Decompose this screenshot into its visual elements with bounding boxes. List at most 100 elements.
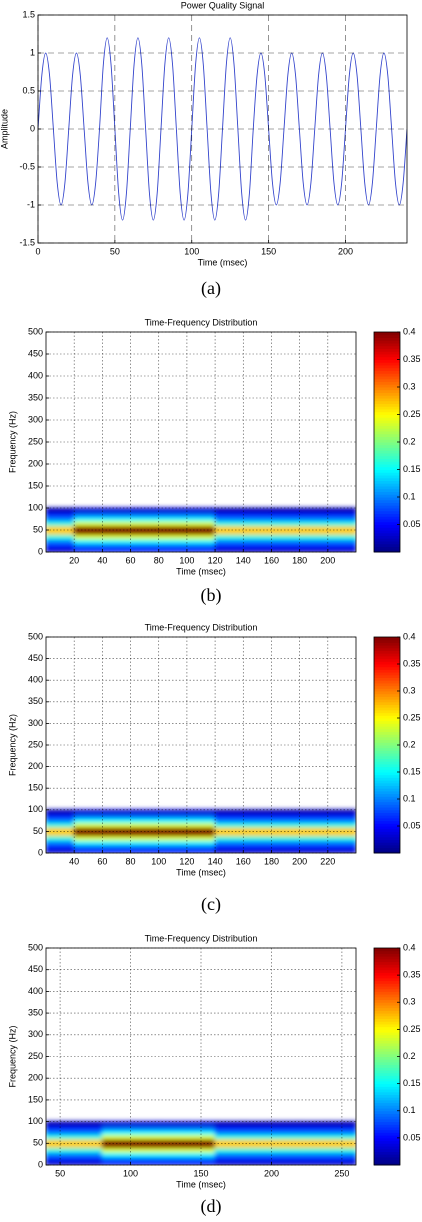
heat-cell (73, 1160, 103, 1165)
chart-title: Time-Frequency Distribution (145, 933, 258, 943)
heat-cell (299, 520, 329, 527)
heat-cell (101, 848, 132, 853)
heat-cell (327, 525, 356, 531)
y-tick-label: 350 (28, 696, 43, 706)
heat-cell (327, 542, 356, 549)
colorbar-stripe (374, 527, 400, 531)
heat-cell (130, 520, 160, 527)
colorbar-stripe (374, 1159, 400, 1163)
heat-cell (299, 525, 329, 531)
colorbar-stripe (374, 494, 400, 498)
colorbar-tick-label: 0.3 (403, 997, 416, 1007)
heat-cell (73, 1142, 103, 1149)
y-tick-label: 450 (28, 348, 43, 358)
heat-cell (270, 835, 301, 841)
heat-cell (130, 817, 160, 824)
heat-cell (242, 1151, 272, 1157)
colorbar-stripe (374, 389, 400, 393)
heat-cell (130, 843, 160, 850)
heat-cell (299, 533, 329, 540)
heat-cell (214, 520, 244, 527)
colorbar-tick-label: 0.05 (403, 1132, 421, 1142)
y-tick-label: 50 (33, 524, 43, 534)
heat-cell (101, 826, 132, 832)
heat-cell (158, 1160, 188, 1165)
heat-cell (158, 826, 188, 832)
colorbar-stripe (374, 519, 400, 523)
colorbar-stripe (374, 790, 400, 795)
heat-cell (186, 529, 216, 535)
colorbar-stripe (374, 1113, 400, 1117)
heat-cell (73, 843, 103, 850)
x-tick-label: 200 (292, 856, 307, 866)
heat-cell (299, 1160, 329, 1165)
y-tick-label: 100 (28, 1116, 43, 1126)
heat-cell (186, 507, 216, 513)
heat-cell (299, 813, 329, 819)
heatmap (46, 809, 356, 853)
colorbar-stripe (374, 411, 400, 415)
heat-cell (242, 843, 272, 850)
heat-cell (186, 538, 216, 544)
y-tick-label: 350 (28, 1007, 43, 1017)
heat-cell (73, 817, 103, 824)
heat-cell (46, 1134, 75, 1140)
heat-cell (270, 843, 301, 850)
heat-cell (242, 1129, 272, 1136)
heat-cell (101, 1129, 132, 1136)
colorbar-stripe (374, 477, 400, 481)
heat-cell (158, 533, 188, 540)
heat-cell (186, 835, 216, 841)
colorbar-stripe (374, 709, 400, 714)
heat-cell (101, 507, 132, 513)
colorbar-stripe (374, 541, 400, 545)
heat-cell (101, 1138, 132, 1144)
x-axis-label: Time (msec) (176, 566, 226, 576)
colorbar-stripe (374, 817, 400, 822)
y-tick-label: 100 (28, 804, 43, 814)
colorbar-stripe (374, 450, 400, 454)
colorbar-stripe (374, 758, 400, 762)
heat-cell (158, 507, 188, 513)
heat-cell (270, 529, 301, 535)
heat-cell (242, 809, 272, 815)
colorbar-stripe (374, 530, 400, 534)
colorbar-stripe (374, 777, 400, 781)
colorbar-stripe (374, 373, 400, 377)
colorbar-stripe (374, 718, 400, 722)
heat-cell (327, 533, 356, 540)
y-tick-label: 500 (28, 942, 43, 952)
colorbar-stripe (374, 1064, 400, 1068)
colorbar-stripe (374, 453, 400, 457)
colorbar-tick-label: 0.2 (403, 739, 416, 749)
heat-cell (73, 1151, 103, 1157)
heat-cell (158, 809, 188, 815)
colorbar-stripe (374, 666, 400, 670)
colorbar-stripe (374, 956, 400, 960)
heat-cell (299, 1129, 329, 1136)
colorbar-tick-label: 0.3 (403, 381, 416, 391)
colorbar-stripe (374, 1042, 400, 1047)
colorbar-stripe (374, 796, 400, 800)
colorbar: 0.05 0.1 0.15 0.2 0.25 0.3 0.35 0.4 (373, 942, 421, 1166)
heat-cell (101, 520, 132, 527)
heat-cell (101, 843, 132, 850)
colorbar-stripe (374, 1037, 400, 1041)
colorbar-stripe (374, 351, 400, 355)
heat-cell (158, 835, 188, 841)
heat-cell (242, 1121, 272, 1127)
heat-cell (130, 1151, 160, 1157)
x-tick-label: 120 (179, 856, 194, 866)
colorbar-tick-label: 0.4 (403, 631, 416, 641)
colorbar-stripe (374, 491, 400, 495)
colorbar-stripe (374, 728, 400, 732)
heat-cell (270, 520, 301, 527)
heat-cell (299, 538, 329, 544)
colorbar-stripe (374, 645, 400, 649)
colorbar-stripe (374, 549, 400, 553)
colorbar-stripe (374, 340, 400, 344)
heat-cell (242, 533, 272, 540)
heat-cell (242, 835, 272, 841)
colorbar-stripe (374, 1102, 400, 1106)
heat-cell (214, 1121, 244, 1127)
